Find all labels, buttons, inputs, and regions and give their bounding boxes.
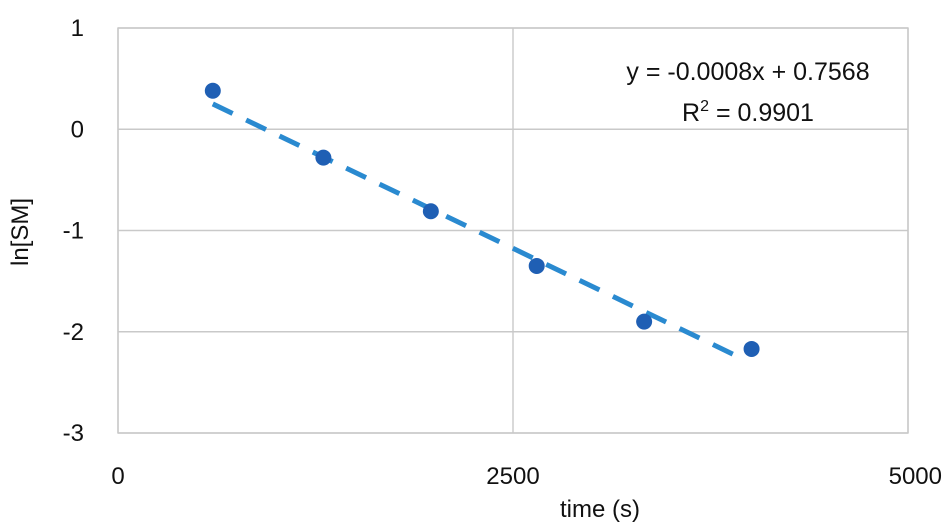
data-points <box>204 82 760 357</box>
data-point <box>528 257 545 274</box>
y-tick-label: -2 <box>63 319 84 346</box>
x-tick-label: 0 <box>111 463 124 490</box>
r-squared-label: R2 = 0.9901 <box>682 98 814 127</box>
data-point <box>422 203 439 220</box>
y-tick-label: -3 <box>63 420 84 447</box>
trendline-equation: y = -0.0008x + 0.7568 R2 = 0.9901 <box>626 58 869 127</box>
y-axis-title: ln[SM] <box>7 198 34 266</box>
trendline <box>211 101 741 360</box>
x-axis-title: time (s) <box>560 496 640 523</box>
equation-label: y = -0.0008x + 0.7568 <box>626 58 869 86</box>
y-tick-label: -1 <box>63 218 84 245</box>
x-tick-label: 2500 <box>486 463 539 490</box>
data-point <box>636 313 653 330</box>
grid <box>117 27 909 434</box>
y-tick-label: 0 <box>71 116 84 143</box>
data-point <box>315 149 332 166</box>
plot-area-border <box>117 27 909 434</box>
data-point <box>743 340 760 357</box>
x-tick-label: 5000 <box>889 463 942 490</box>
data-point <box>204 82 221 99</box>
y-tick-label: 1 <box>71 15 84 42</box>
axes: 1 0 -1 -2 -3 0 2500 5000 <box>63 15 942 490</box>
